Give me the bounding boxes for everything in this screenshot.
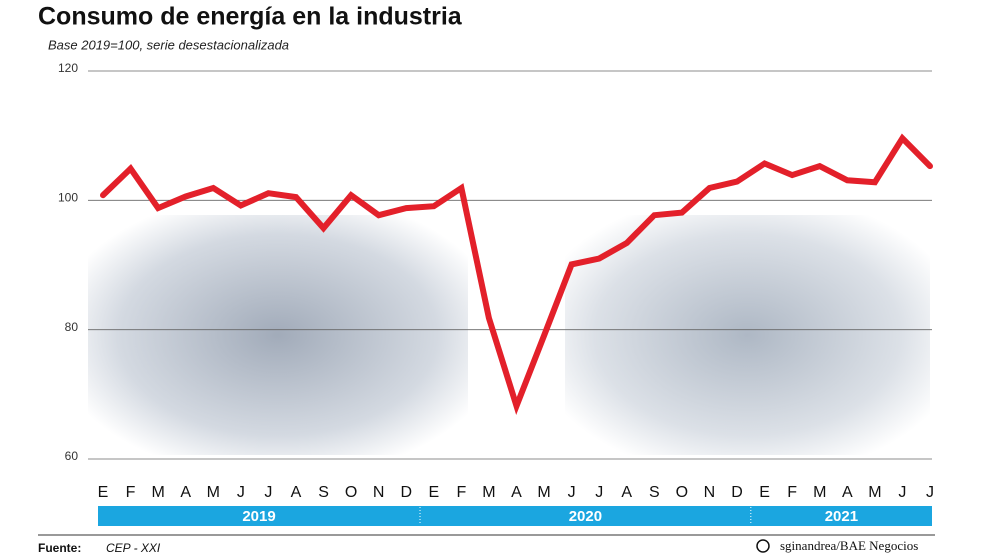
instagram-icon xyxy=(756,539,770,553)
x-tick-label: F xyxy=(456,484,466,501)
y-tick-label: 120 xyxy=(58,61,78,75)
x-tick-label: J xyxy=(926,484,934,501)
background-image xyxy=(565,215,930,455)
x-tick-label: A xyxy=(511,484,522,501)
year-label: 2020 xyxy=(569,508,602,525)
chart-subtitle: Base 2019=100, serie desestacionalizada xyxy=(48,37,289,52)
x-tick-label: E xyxy=(98,484,109,501)
x-tick-label: A xyxy=(621,484,632,501)
x-tick-label: J xyxy=(568,484,576,501)
data-line xyxy=(100,133,933,416)
x-tick-label: M xyxy=(537,484,550,501)
y-tick-label: 60 xyxy=(65,449,79,463)
x-tick-label: F xyxy=(787,484,797,501)
x-tick-label: D xyxy=(400,484,412,501)
credit: sginandrea/BAE Negocios xyxy=(780,538,918,553)
x-tick-label: A xyxy=(180,484,191,501)
chart-title: Consumo de energía en la industria xyxy=(38,3,463,31)
year-label: 2019 xyxy=(242,508,275,525)
y-tick-label: 80 xyxy=(65,320,79,334)
background-image xyxy=(88,215,468,455)
x-tick-label: J xyxy=(595,484,603,501)
x-tick-label: O xyxy=(676,484,688,501)
x-tick-label: M xyxy=(868,484,881,501)
x-tick-label: M xyxy=(151,484,164,501)
x-tick-label: E xyxy=(428,484,439,501)
x-tick-label: M xyxy=(813,484,826,501)
x-tick-label: M xyxy=(207,484,220,501)
x-tick-label: J xyxy=(898,484,906,501)
x-tick-label: N xyxy=(704,484,716,501)
x-tick-label: M xyxy=(482,484,495,501)
x-tick-label: S xyxy=(318,484,329,501)
x-tick-label: J xyxy=(237,484,245,501)
x-tick-label: O xyxy=(345,484,357,501)
x-tick-label: F xyxy=(126,484,136,501)
source-label: Fuente: xyxy=(38,541,81,555)
x-tick-label: A xyxy=(291,484,302,501)
source: CEP - XXI xyxy=(106,541,161,555)
x-tick-label: D xyxy=(731,484,743,501)
y-tick-label: 100 xyxy=(58,191,78,205)
year-label: 2021 xyxy=(825,508,858,525)
x-tick-label: N xyxy=(373,484,385,501)
x-tick-label: J xyxy=(264,484,272,501)
x-tick-label: A xyxy=(842,484,853,501)
x-tick-label: E xyxy=(759,484,770,501)
x-tick-label: S xyxy=(649,484,660,501)
year-bar xyxy=(98,506,932,526)
